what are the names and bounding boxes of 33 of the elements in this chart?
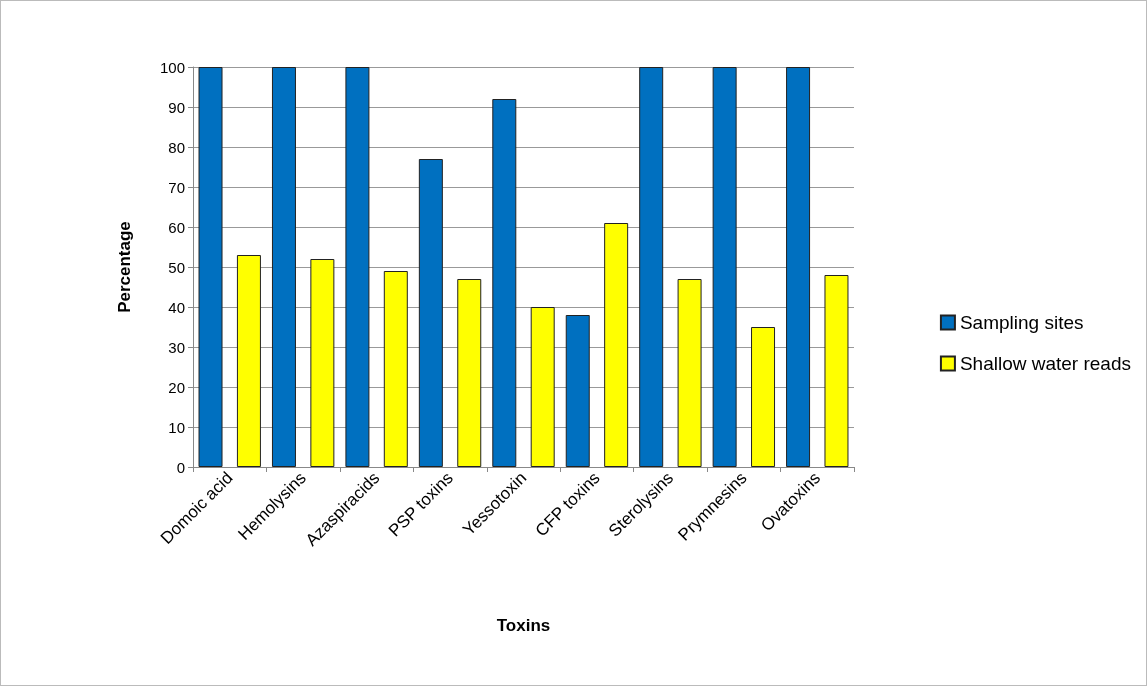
bar: [677, 279, 702, 467]
y-tick-label: 20: [168, 378, 185, 396]
bar: [824, 275, 849, 467]
bar: [639, 67, 664, 467]
bar: [271, 67, 296, 467]
y-tick-label: 80: [168, 138, 185, 156]
legend-label: Sampling sites: [959, 312, 1084, 333]
bar: [492, 99, 517, 467]
y-tick-label: 40: [168, 298, 185, 316]
bar: [457, 279, 482, 467]
bar: [786, 67, 811, 467]
bar: [751, 327, 776, 467]
bar: [383, 271, 408, 467]
bar: [345, 67, 370, 467]
y-tick-label: 0: [176, 458, 185, 476]
bar: [236, 255, 261, 467]
y-axis-title: Percentage: [115, 221, 134, 313]
bar: [712, 67, 737, 467]
bar: [565, 315, 590, 467]
y-tick-label: 90: [168, 98, 185, 116]
bar: [310, 259, 335, 467]
y-tick-label: 100: [159, 58, 185, 76]
y-tick-label: 70: [168, 178, 185, 196]
bar: [198, 67, 223, 467]
bar: [530, 307, 555, 467]
legend-label: Shallow water reads: [959, 353, 1132, 374]
y-tick-label: 10: [168, 418, 185, 436]
bar: [418, 159, 443, 467]
y-tick-label: 30: [168, 338, 185, 356]
x-axis-title: Toxins: [496, 616, 551, 635]
y-tick-label: 50: [168, 258, 185, 276]
bar: [604, 223, 629, 467]
y-tick-label: 60: [168, 218, 185, 236]
